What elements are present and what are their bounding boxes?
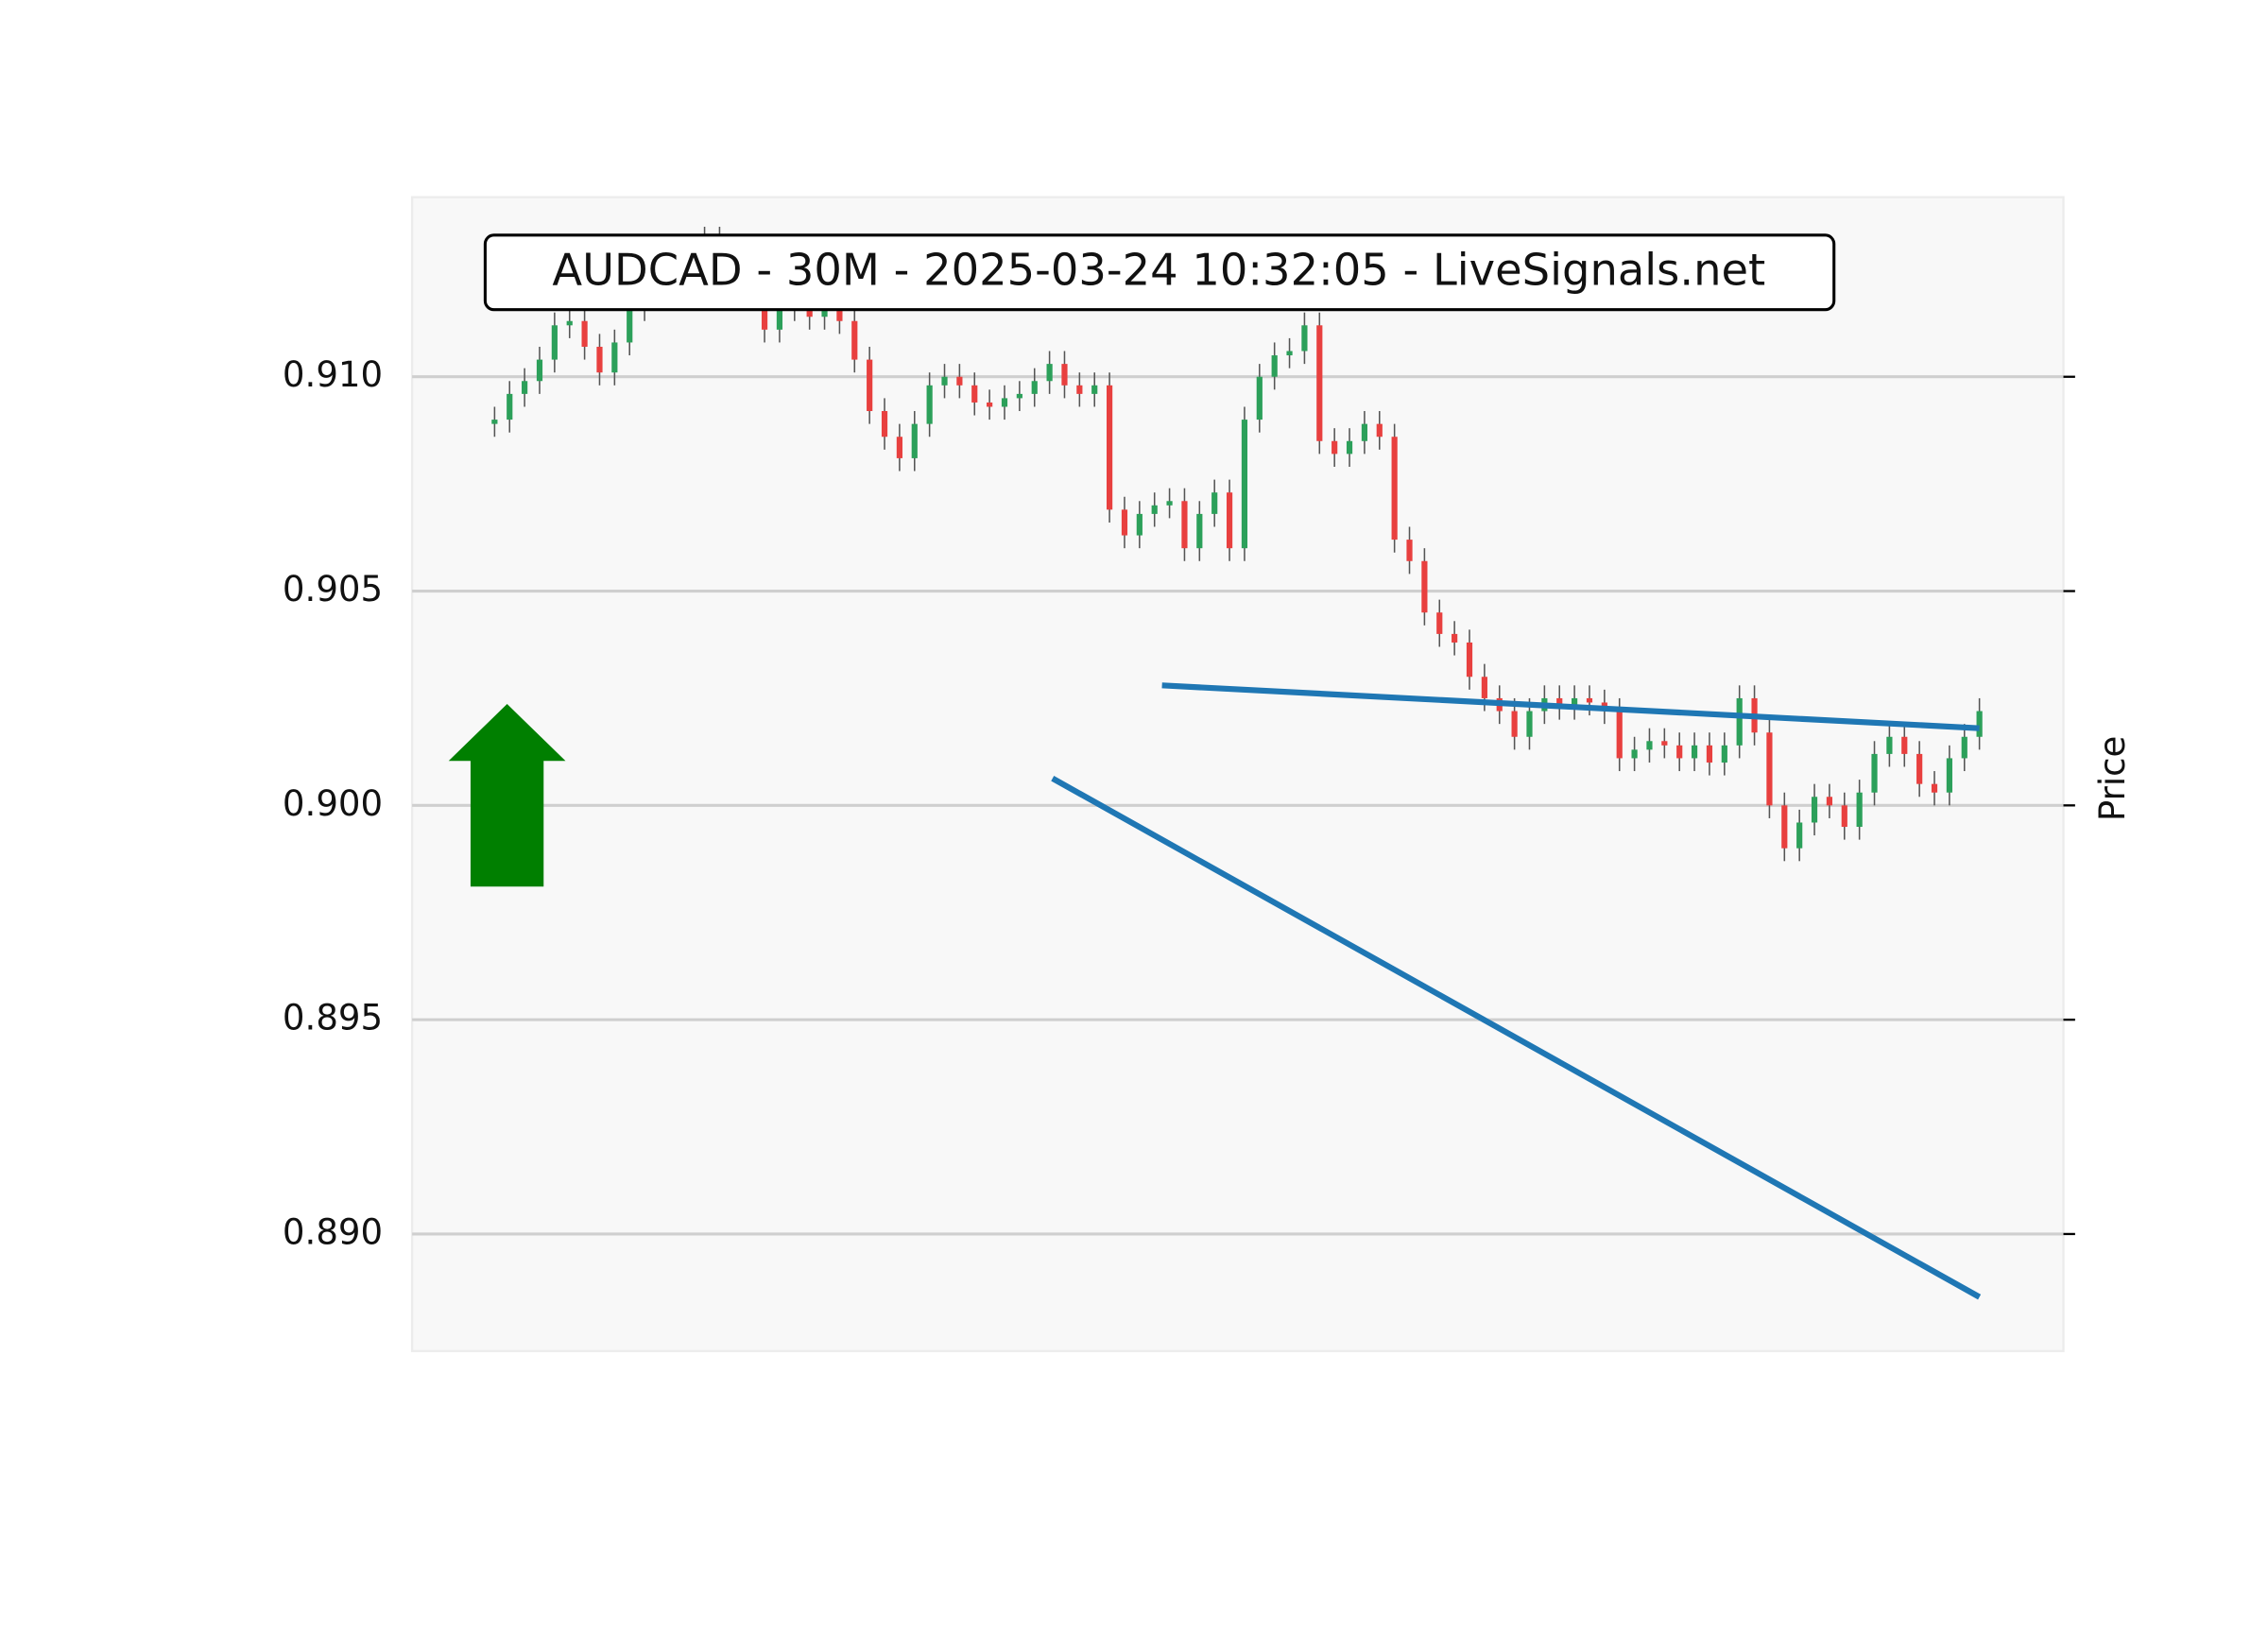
grid bbox=[412, 375, 2064, 1236]
plot-area bbox=[410, 196, 2065, 1352]
candle-body bbox=[1346, 440, 1353, 455]
candle-body bbox=[1841, 805, 1847, 828]
candle-body bbox=[1031, 381, 1038, 394]
signal-arrow bbox=[448, 704, 566, 887]
candle-body bbox=[881, 411, 888, 438]
candle-body bbox=[596, 346, 603, 373]
y-axis-label: Price bbox=[2092, 736, 2133, 821]
trendline bbox=[1161, 682, 1980, 731]
candle-body bbox=[1871, 753, 1878, 793]
candle-body bbox=[1616, 711, 1623, 759]
candle-body bbox=[1436, 612, 1443, 634]
candle-body bbox=[1421, 560, 1428, 613]
candle-body bbox=[1466, 642, 1473, 678]
candle-body bbox=[1826, 797, 1833, 806]
candle-body bbox=[1931, 783, 1938, 793]
candle-body bbox=[1256, 376, 1263, 420]
y-tick-label: 0.910 bbox=[283, 354, 383, 395]
candle-body bbox=[1886, 736, 1893, 754]
y-tick-label: 0.900 bbox=[283, 783, 383, 824]
y-tick-label: 0.895 bbox=[283, 998, 383, 1038]
candle-body bbox=[1016, 393, 1022, 399]
candle-body bbox=[1526, 711, 1533, 737]
candle-body bbox=[1646, 741, 1653, 750]
candle-body bbox=[1301, 325, 1308, 352]
candle-body bbox=[1361, 423, 1367, 441]
candle-body bbox=[1556, 697, 1563, 708]
candle-body bbox=[581, 320, 588, 347]
candle-body bbox=[1181, 501, 1188, 549]
candle-body bbox=[566, 320, 573, 326]
candle-body bbox=[1766, 732, 1773, 806]
candle-body bbox=[1196, 513, 1203, 549]
candle-body bbox=[1001, 398, 1008, 407]
candle-body bbox=[987, 402, 993, 407]
axes: 0.890 0.895 0.900 0.905 0.910 bbox=[283, 354, 2075, 1252]
trendline bbox=[1051, 776, 1982, 1300]
candle-body bbox=[1241, 420, 1248, 549]
y-tick-label: 0.905 bbox=[283, 569, 383, 609]
candle-body bbox=[1076, 385, 1083, 394]
candle-body bbox=[1661, 741, 1668, 746]
candle-body bbox=[1452, 633, 1458, 643]
candle-body bbox=[1121, 509, 1128, 536]
candle-body bbox=[941, 376, 948, 386]
candle-body bbox=[522, 381, 528, 394]
candle-body bbox=[776, 308, 783, 330]
candle-body bbox=[1631, 749, 1638, 759]
candle-body bbox=[611, 342, 618, 373]
candle-body bbox=[956, 376, 963, 386]
candle-body bbox=[1286, 351, 1293, 356]
candle-body bbox=[491, 420, 498, 424]
candle-body bbox=[1376, 423, 1383, 438]
candle-body bbox=[1781, 805, 1788, 849]
candle-body bbox=[1736, 697, 1743, 746]
candle-body bbox=[971, 385, 978, 403]
candle-body bbox=[926, 385, 933, 424]
candle-body bbox=[507, 393, 513, 420]
candle-body bbox=[1226, 492, 1233, 549]
candle-body bbox=[627, 308, 633, 343]
y-tick-label: 0.890 bbox=[283, 1211, 383, 1252]
candle-body bbox=[1061, 364, 1068, 386]
candle-body bbox=[1391, 437, 1398, 540]
candle-body bbox=[1586, 697, 1593, 703]
candle-body bbox=[1901, 736, 1908, 754]
candle-body bbox=[551, 325, 558, 360]
candle-body bbox=[1107, 385, 1113, 510]
candle-body bbox=[1332, 440, 1338, 455]
candle-body bbox=[896, 437, 902, 458]
candle-body bbox=[1676, 745, 1683, 759]
candle-body bbox=[1796, 822, 1803, 849]
candle-body bbox=[1151, 505, 1158, 514]
candle-body bbox=[536, 359, 543, 382]
candle-body bbox=[1166, 501, 1173, 506]
candle-body bbox=[1721, 745, 1727, 763]
candle-body bbox=[1136, 513, 1143, 536]
candle-body bbox=[1946, 758, 1952, 793]
candle-body bbox=[1271, 355, 1278, 377]
chart-title: AUDCAD - 30M - 2025-03-24 10:32:05 - Liv… bbox=[552, 245, 1765, 296]
candle-body bbox=[1706, 745, 1713, 763]
candle-body bbox=[1916, 753, 1923, 784]
candle-body bbox=[1316, 325, 1323, 441]
candle-body bbox=[911, 423, 918, 458]
candle-body bbox=[851, 320, 858, 360]
candle-body bbox=[1856, 792, 1863, 828]
candle-body bbox=[1691, 745, 1698, 759]
candle-body bbox=[1961, 736, 1967, 759]
candle-body bbox=[1046, 364, 1053, 382]
title-box bbox=[483, 233, 1836, 312]
candle-body bbox=[1511, 711, 1518, 737]
candle-body bbox=[1811, 797, 1818, 823]
candle-body bbox=[1406, 540, 1413, 561]
candle-body bbox=[1572, 697, 1578, 708]
candle-body bbox=[1976, 711, 1983, 737]
candle-body bbox=[1211, 492, 1218, 514]
candle-body bbox=[867, 359, 873, 412]
candle-body bbox=[1091, 385, 1098, 394]
candle-body bbox=[1481, 677, 1487, 698]
